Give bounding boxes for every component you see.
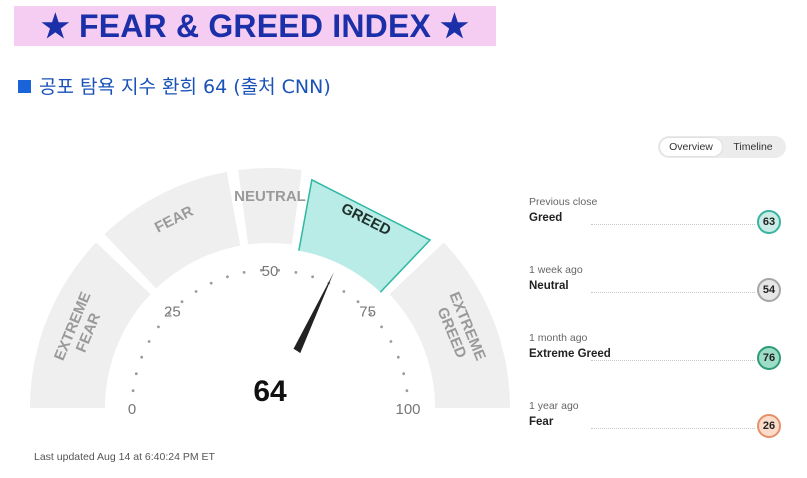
- gauge-tick-dot: [402, 372, 406, 376]
- gauge-tick-dot: [168, 312, 171, 315]
- gauge-tick-dot: [356, 300, 360, 304]
- gauge-segment-extreme-greed: [389, 242, 510, 408]
- gauge-tick-dot: [342, 290, 346, 293]
- gauge-segment-neutral: [238, 168, 302, 245]
- gauge-tick-dot: [369, 312, 372, 315]
- history-item-previous-close: Previous close Greed 63: [529, 196, 785, 236]
- history-score-badge: 76: [757, 346, 781, 370]
- history-score-badge: 26: [757, 414, 781, 438]
- history-item-1-year-ago: 1 year ago Fear 26: [529, 400, 785, 440]
- gauge-tick-dot: [147, 340, 151, 343]
- gauge-segment-fear: [104, 171, 241, 289]
- gauge-needle: [292, 272, 334, 354]
- gauge-tick-dot: [380, 325, 383, 329]
- gauge-tick-dot: [140, 355, 144, 359]
- history-when: 1 week ago: [529, 264, 583, 276]
- history-item-1-week-ago: 1 week ago Neutral 54: [529, 264, 785, 304]
- dotted-leader: [591, 428, 755, 429]
- dotted-leader: [591, 224, 755, 225]
- dotted-leader: [591, 360, 755, 361]
- tab-timeline[interactable]: Timeline: [733, 141, 773, 153]
- gauge-tick-dot: [157, 325, 160, 329]
- history-score-badge: 63: [757, 210, 781, 234]
- gauge-tick-label: 50: [262, 263, 279, 280]
- gauge-tick-label: 0: [128, 401, 136, 418]
- history-rating: Neutral: [529, 280, 569, 292]
- gauge-center: [220, 343, 320, 443]
- gauge-tick-dot: [131, 389, 135, 393]
- gauge-tick-dot: [180, 300, 184, 304]
- gauge-tick-label: 75: [359, 303, 376, 320]
- history-score-badge: 54: [757, 278, 781, 302]
- gauge-tick-dot: [209, 281, 213, 285]
- gauge-tick-dot: [242, 271, 246, 274]
- gauge-tick-dot: [405, 389, 409, 393]
- last-updated: Last updated Aug 14 at 6:40:24 PM ET: [34, 451, 215, 463]
- history-when: 1 year ago: [529, 400, 579, 412]
- gauge-segment-extreme-fear: [30, 242, 151, 408]
- gauge-tick-dot: [277, 268, 281, 272]
- history-when: 1 month ago: [529, 332, 588, 344]
- tab-overview[interactable]: Overview: [660, 138, 722, 156]
- history-item-1-month-ago: 1 month ago Extreme Greed 76: [529, 332, 785, 372]
- history-rating: Fear: [529, 416, 554, 428]
- gauge-tick-dot: [396, 355, 400, 359]
- page-title: ★ FEAR & GREED INDEX ★: [40, 8, 470, 44]
- history-rating: Greed: [529, 212, 563, 224]
- gauge-tick-dot: [259, 268, 263, 272]
- gauge-label-neutral: NEUTRAL: [234, 188, 306, 205]
- gauge-tick-dot: [311, 275, 314, 279]
- gauge-inner-area: [110, 248, 430, 408]
- gauge-tick-label: 25: [164, 303, 181, 320]
- gauge-tick-label: 100: [395, 401, 420, 418]
- subtitle-text: 공포 탐욕 지수 환희 64 (출처 CNN): [39, 76, 331, 98]
- history-rating: Extreme Greed: [529, 348, 611, 360]
- dotted-leader: [591, 292, 755, 293]
- gauge-tick-dot: [294, 271, 298, 274]
- view-toggle: Overview Timeline: [658, 136, 786, 158]
- gauge-tick-dot: [226, 275, 229, 279]
- title-banner: ★ FEAR & GREED INDEX ★: [14, 6, 496, 46]
- gauge-value: 64: [253, 375, 287, 408]
- square-bullet-icon: [18, 80, 31, 93]
- gauge-tick-dot: [194, 290, 198, 293]
- fear-greed-gauge: EXTREMEFEARFEARNEUTRALGREEDEXTREMEGREED0…: [30, 168, 510, 443]
- history-when: Previous close: [529, 196, 598, 208]
- gauge-tick-dot: [389, 340, 393, 343]
- subtitle: 공포 탐욕 지수 환희 64 (출처 CNN): [18, 72, 331, 99]
- gauge-tick-dot: [134, 372, 138, 376]
